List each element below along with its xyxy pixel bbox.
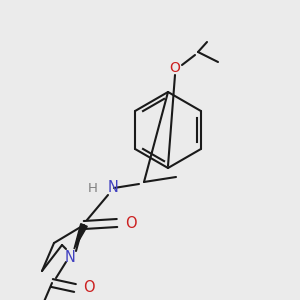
- Text: O: O: [169, 61, 180, 75]
- Polygon shape: [74, 224, 87, 249]
- Text: O: O: [125, 215, 136, 230]
- Text: N: N: [108, 181, 119, 196]
- Text: H: H: [88, 182, 98, 194]
- Text: O: O: [83, 280, 94, 296]
- Text: N: N: [64, 250, 75, 265]
